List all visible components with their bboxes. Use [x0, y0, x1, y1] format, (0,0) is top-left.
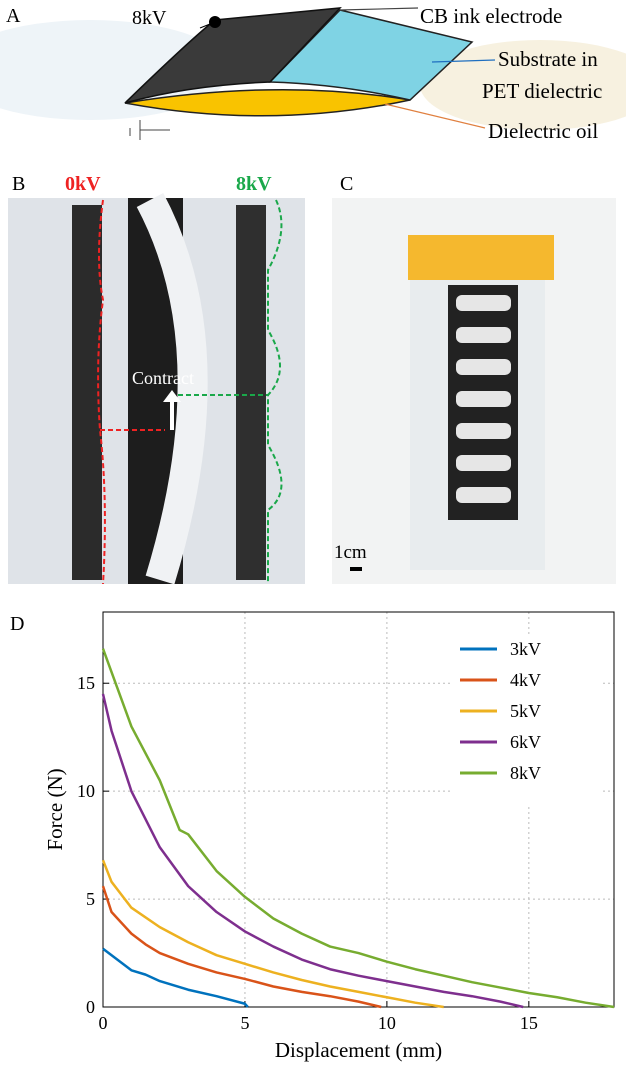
photo-strip [72, 205, 102, 580]
panel-a: A 8kV CB ink electrode Substrate in PET … [0, 4, 626, 143]
zero-kv-outline [97, 199, 106, 585]
series-line [101, 693, 524, 1009]
x-axis-label: Displacement (mm) [275, 1038, 442, 1062]
series-line [101, 859, 444, 1009]
chart: 0 5 10 15 0 5 10 15 Displacement (mm) Force (N) 3k… [43, 611, 615, 1062]
panel-label: D [10, 613, 24, 635]
scale-label: 1cm [334, 542, 367, 563]
on-label: 8kV [236, 173, 272, 195]
substrate-label: PET dielectric [482, 79, 602, 103]
legend-box [452, 636, 602, 807]
y-axis-label: Force (N) [43, 768, 67, 850]
tape [408, 235, 554, 280]
substrate [268, 9, 474, 101]
leader [384, 103, 486, 129]
panel-b: B 0kV 8kV Contract [8, 173, 305, 585]
x-tick-label: 10 [378, 1013, 396, 1033]
series-line [101, 885, 382, 1009]
panel-label: C [340, 173, 353, 195]
eight-kv-outline [267, 199, 283, 584]
x-tick-label: 15 [520, 1013, 538, 1033]
leader [339, 7, 419, 11]
leader [431, 59, 496, 63]
background-lens [420, 40, 626, 130]
electrode-label: CB ink electrode [420, 4, 562, 28]
y-tick-label: 5 [86, 889, 95, 909]
background-lens [0, 20, 230, 120]
x-tick-label: 0 [99, 1013, 108, 1033]
substrate-label: Substrate in [498, 47, 598, 71]
scale-bar [350, 567, 362, 571]
y-tick-label: 0 [86, 997, 95, 1017]
arrow-label: Contract [132, 368, 194, 388]
panel-label: B [12, 173, 25, 195]
photo-strip [236, 205, 266, 580]
photo-highlight [136, 192, 208, 585]
off-label: 0kV [65, 173, 101, 195]
legend-label: 5kV [510, 701, 541, 721]
panel-label: A [6, 5, 21, 27]
voltage-label: 8kV [132, 7, 167, 29]
leader [199, 21, 216, 29]
y-tick-label: 15 [77, 673, 95, 693]
panel-c: C 1cm [332, 173, 616, 584]
arrow [163, 390, 181, 430]
series-line [102, 947, 249, 1008]
legend-label: 6kV [510, 732, 541, 752]
legend-label: 8kV [510, 763, 541, 783]
y-tick-label: 10 [77, 781, 95, 801]
series-line [101, 648, 615, 1009]
legend-label: 3kV [510, 639, 541, 659]
oil-label: Dielectric oil [488, 119, 598, 143]
legend-label: 4kV [510, 670, 541, 690]
x-tick-label: 5 [240, 1013, 249, 1033]
axes-box [102, 611, 615, 1008]
cells [456, 295, 511, 503]
electrode [124, 7, 342, 104]
